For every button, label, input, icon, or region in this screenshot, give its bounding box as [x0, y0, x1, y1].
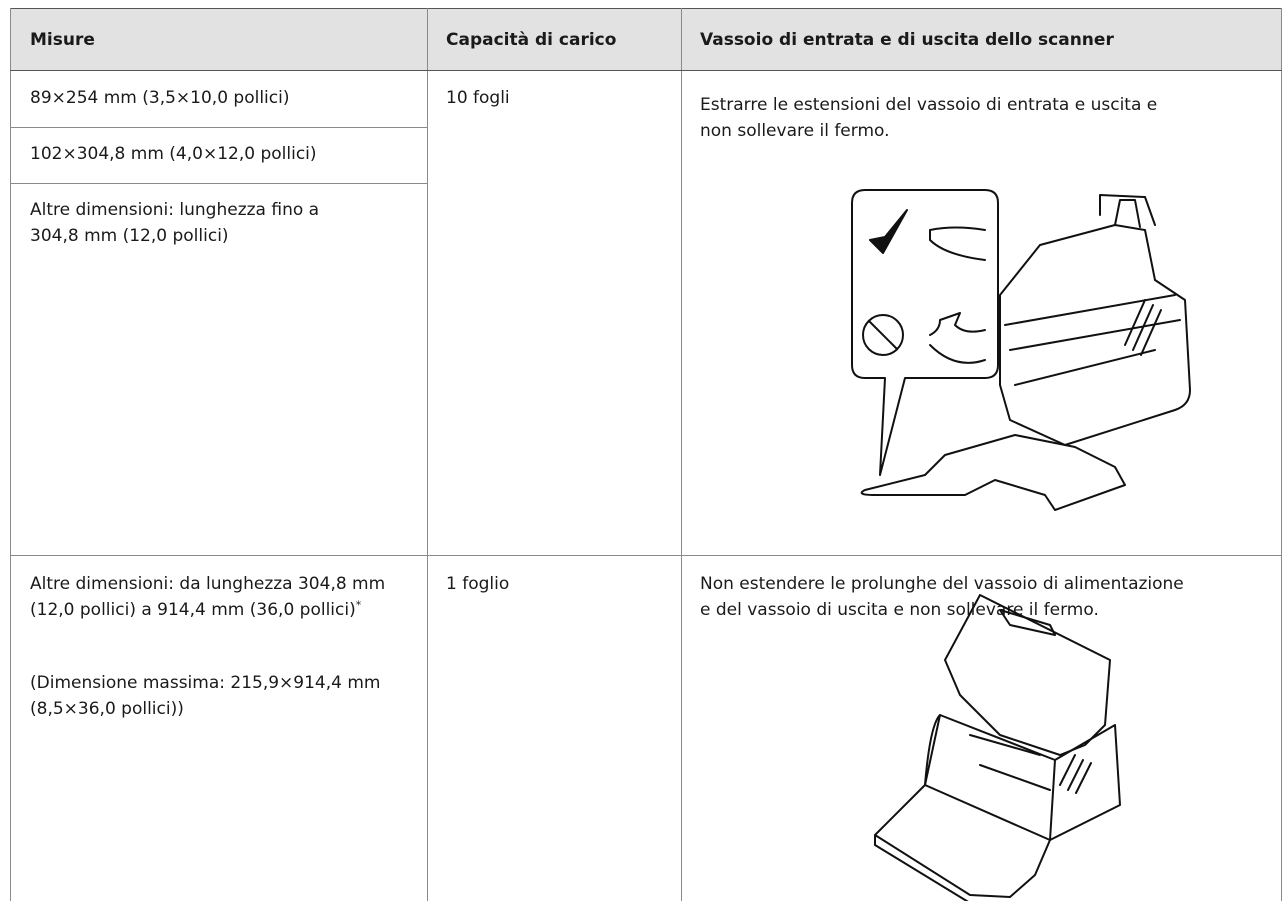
- scanner-extended-illustration: [851, 189, 1191, 511]
- header-cell: Capacità di carico: [446, 30, 617, 50]
- size-cell: Altre dimensioni: lunghezza fino a 304,8…: [30, 200, 320, 246]
- header-cell: Vassoio di entrata e di uscita dello sca…: [700, 30, 1114, 50]
- border-left: [10, 8, 11, 901]
- instruction-cell: Estrarre le estensioni del vassoio di en…: [700, 95, 1158, 141]
- size-text: Altre dimensioni: da lunghezza 304,8 mm …: [30, 574, 386, 620]
- footnote-mark: *: [355, 598, 362, 612]
- size-cell: 89×254 mm (3,5×10,0 pollici): [30, 88, 290, 108]
- header-line: [10, 70, 1282, 71]
- scanner-closed-illustration: [874, 594, 1121, 901]
- sub-row-line: [10, 127, 427, 128]
- sub-row-line: [10, 183, 427, 184]
- col-line: [681, 8, 682, 901]
- capacity-cell: 10 fogli: [446, 88, 510, 108]
- header-bg: [10, 8, 1282, 70]
- size-cell: Altre dimensioni: da lunghezza 304,8 mm …: [30, 571, 400, 623]
- col-line: [427, 8, 428, 901]
- header-cell: Misure: [30, 30, 95, 50]
- size-cell: 102×304,8 mm (4,0×12,0 pollici): [30, 144, 317, 164]
- border-top: [10, 8, 1282, 9]
- size-cell: (Dimensione massima: 215,9×914,4 mm (8,5…: [30, 673, 381, 719]
- row-line: [10, 555, 1282, 556]
- capacity-cell: 1 foglio: [446, 574, 510, 594]
